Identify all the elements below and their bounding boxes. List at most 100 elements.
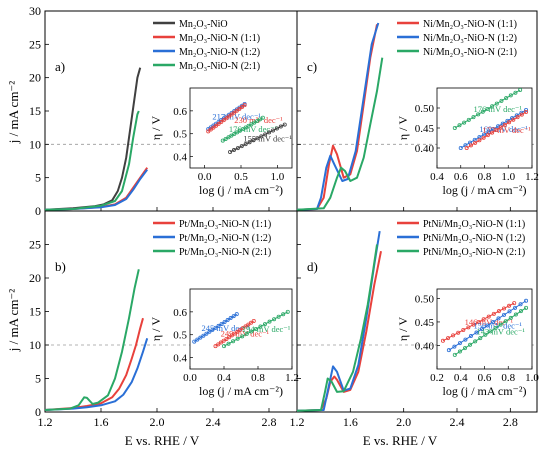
legend-label-a-3: Mn₂O₃-NiO-N (2:1) xyxy=(179,61,260,72)
tafel-fit-d-2 xyxy=(454,307,527,356)
x-tick-label-d: 1.6 xyxy=(343,415,358,429)
y-tick-label-a: 25 xyxy=(29,37,41,51)
tafel-point-b-0 xyxy=(216,323,221,328)
tafel-point-c-2 xyxy=(511,117,516,122)
tafel-point-c-2 xyxy=(473,140,478,145)
tafel-point-b-1 xyxy=(246,322,251,327)
tafel-point-a-3 xyxy=(252,120,257,125)
legend-label-c-1: Ni/Mn₂O₃-NiO-N (1:2) xyxy=(423,33,517,44)
tafel-point-d-0 xyxy=(446,336,451,341)
y-axis-title-top: j / mA cm⁻² xyxy=(6,81,21,145)
tafel-point-a-4 xyxy=(231,148,236,153)
tafel-point-a-1 xyxy=(242,103,247,108)
tafel-point-b-0 xyxy=(207,329,212,334)
tafel-label-a-3: 176 mV dec⁻¹ xyxy=(229,124,278,134)
tafel-fit-c-1 xyxy=(460,109,527,149)
tafel-point-b-0 xyxy=(225,318,230,323)
tafel-point-c-0 xyxy=(490,104,495,109)
tafel-point-b-1 xyxy=(238,327,243,332)
tafel-point-b-0 xyxy=(231,314,236,319)
y-tick-label-a: 30 xyxy=(29,4,41,18)
tafel-point-d-0 xyxy=(471,322,476,327)
tafel-point-a-3 xyxy=(249,122,254,127)
tafel-point-c-2 xyxy=(490,130,495,135)
tafel-label-d-2: 143 mV dec⁻¹ xyxy=(476,326,525,336)
tafel-point-d-0 xyxy=(466,325,471,330)
panel-label-c: c) xyxy=(307,59,317,74)
tafel-point-d-0 xyxy=(456,330,461,335)
inset-y-axis-title-a: η / V xyxy=(149,116,163,141)
inset-y-axis-title-b: η / V xyxy=(149,317,163,342)
series-line-b-0 xyxy=(44,317,144,411)
inset-y-tick-label-a: 0.6 xyxy=(173,106,187,118)
tafel-point-b-0 xyxy=(228,316,233,321)
inset-y-tick-label-d: 0.40 xyxy=(415,340,435,352)
tafel-point-c-0 xyxy=(476,112,481,117)
tafel-point-a-4 xyxy=(251,138,256,143)
panel-b: 0 5 10 15 20 25 1.2 1.6 2.0 2.4 2.8 b) Pt/Mn₂O₃-NiO-… xyxy=(29,210,299,429)
inset-c: 0.4 0.6 0.8 1.0 1.2 0.40 0.45 0.50 log (j / mA c… xyxy=(396,87,539,197)
tafel-point-d-1 xyxy=(518,302,523,307)
tafel-label-b-0: 245 mV dec⁻¹ xyxy=(202,323,251,333)
tafel-point-b-2 xyxy=(240,334,245,339)
tafel-point-b-1 xyxy=(240,326,245,331)
inset-x-axis-title-d: log (j / mA cm⁻²) xyxy=(443,384,527,398)
tafel-label-c-0: 176 mV dec⁻¹ xyxy=(473,104,522,114)
tafel-point-a-4 xyxy=(278,124,283,129)
tafel-point-c-0 xyxy=(471,115,476,120)
tafel-point-d-0 xyxy=(451,333,456,338)
inset-x-tick-label-d: 0.8 xyxy=(501,372,515,384)
inset-x-tick-label-b: 1.2 xyxy=(285,372,299,384)
tafel-point-b-1 xyxy=(213,344,218,349)
tafel-point-c-0 xyxy=(513,90,518,95)
tafel-point-a-3 xyxy=(232,132,237,137)
tafel-point-a-3 xyxy=(257,117,262,122)
tafel-point-a-1 xyxy=(216,121,221,126)
tafel-point-b-2 xyxy=(235,336,240,341)
tafel-point-c-2 xyxy=(507,120,512,125)
tafel-point-a-1 xyxy=(219,120,224,125)
x-axis-title-left: E vs. RHE / V xyxy=(125,433,200,448)
tafel-point-b-0 xyxy=(219,321,224,326)
tafel-point-c-0 xyxy=(466,117,471,122)
tafel-fit-b-0 xyxy=(193,313,238,342)
tafel-point-a-1 xyxy=(240,105,245,110)
tafel-point-b-1 xyxy=(224,336,229,341)
series-line-b-2 xyxy=(44,269,140,411)
inset-frame-d xyxy=(436,288,533,370)
tafel-point-b-2 xyxy=(267,319,272,324)
tafel-point-d-2 xyxy=(508,315,513,320)
y-tick-label-a: 0 xyxy=(35,204,41,218)
series-line-b-1 xyxy=(44,338,149,411)
tafel-point-d-0 xyxy=(496,309,501,314)
tafel-point-c-0 xyxy=(508,93,513,98)
inset-y-tick-label-c: 0.50 xyxy=(415,103,435,115)
legend-label-d-0: PtNi/Mn₂O₃-NiO-N (1:1) xyxy=(423,219,525,230)
tafel-fit-a-3 xyxy=(222,117,264,142)
tafel-point-d-2 xyxy=(452,352,457,357)
inset-x-tick-label-c: 0.4 xyxy=(430,171,444,183)
tafel-point-b-2 xyxy=(226,341,231,346)
tafel-fit-b-1 xyxy=(215,320,255,347)
tafel-point-d-2 xyxy=(488,329,493,334)
tafel-point-d-1 xyxy=(446,348,451,353)
tafel-point-b-2 xyxy=(258,324,263,329)
tafel-point-b-1 xyxy=(227,335,232,340)
inset-b: 0.0 0.4 0.8 1.2 0.4 0.5 0.6 log (j / mA cm⁻²) η … xyxy=(149,288,299,398)
tafel-point-b-1 xyxy=(251,318,256,323)
tafel-point-a-3 xyxy=(243,125,248,130)
x-tick-label-d: 2.4 xyxy=(450,415,465,429)
series-line-a-3 xyxy=(44,110,140,211)
inset-y-axis-title-c: η / V xyxy=(396,116,410,141)
tafel-point-c-2 xyxy=(468,143,473,148)
inset-y-tick-label-b: 0.4 xyxy=(173,353,187,365)
tafel-point-b-1 xyxy=(229,333,234,338)
tafel-point-d-1 xyxy=(452,344,457,349)
x-tick-label-d: 2.0 xyxy=(396,415,411,429)
tafel-point-b-1 xyxy=(243,324,248,329)
y-tick-label-b: 20 xyxy=(29,271,41,285)
y-tick-label-b: 5 xyxy=(35,372,41,386)
tafel-point-b-1 xyxy=(235,329,240,334)
